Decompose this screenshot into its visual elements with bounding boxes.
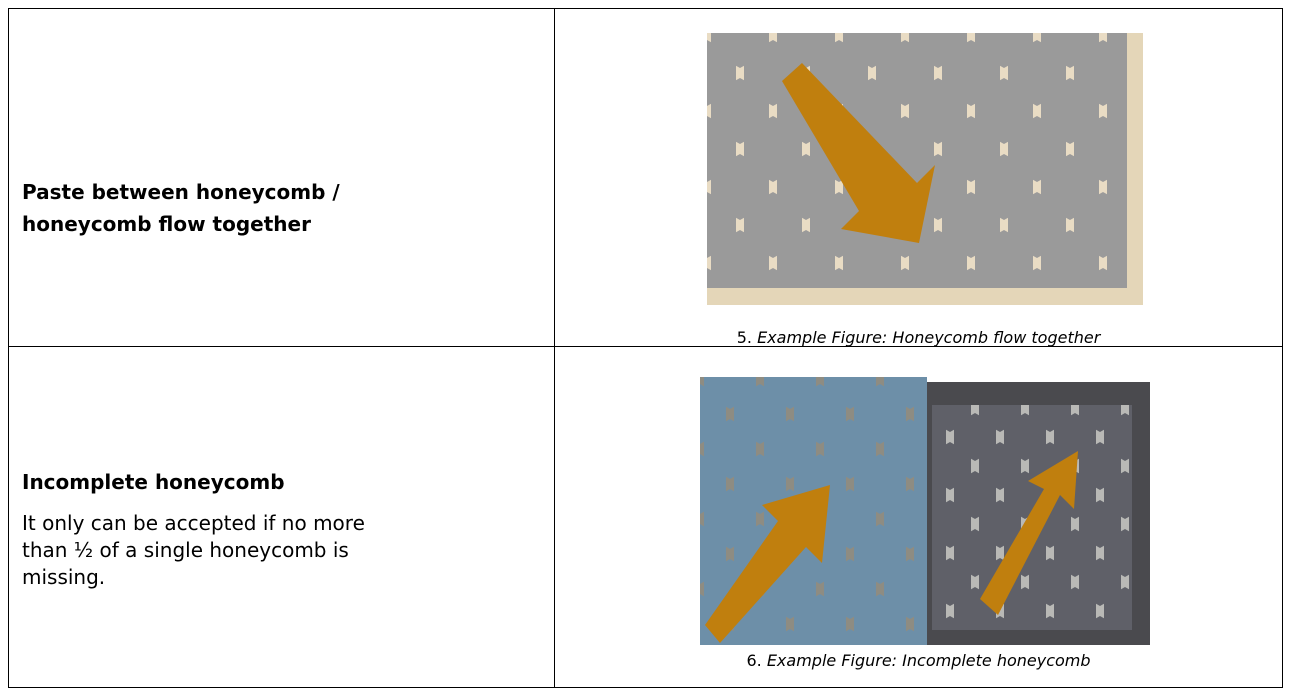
figure-caption: 6. Example Figure: Incomplete honeycomb xyxy=(555,651,1282,670)
caption-number: 5. xyxy=(736,328,752,347)
figure-image xyxy=(707,33,1143,305)
row-divider xyxy=(8,346,1283,347)
row-description: It only can be accepted if no more than … xyxy=(22,511,365,589)
row-title: Paste between honeycomb / honeycomb flow… xyxy=(22,180,340,236)
caption-text: Example Figure: Honeycomb flow together xyxy=(757,328,1101,347)
caption-number: 6. xyxy=(746,651,762,670)
column-divider xyxy=(554,8,555,688)
figure-caption: 5. Example Figure: Honeycomb flow togeth… xyxy=(555,328,1282,347)
figure-image xyxy=(700,377,1150,645)
caption-text: Example Figure: Incomplete honeycomb xyxy=(766,651,1091,670)
row-title: Incomplete honeycomb xyxy=(22,470,285,494)
